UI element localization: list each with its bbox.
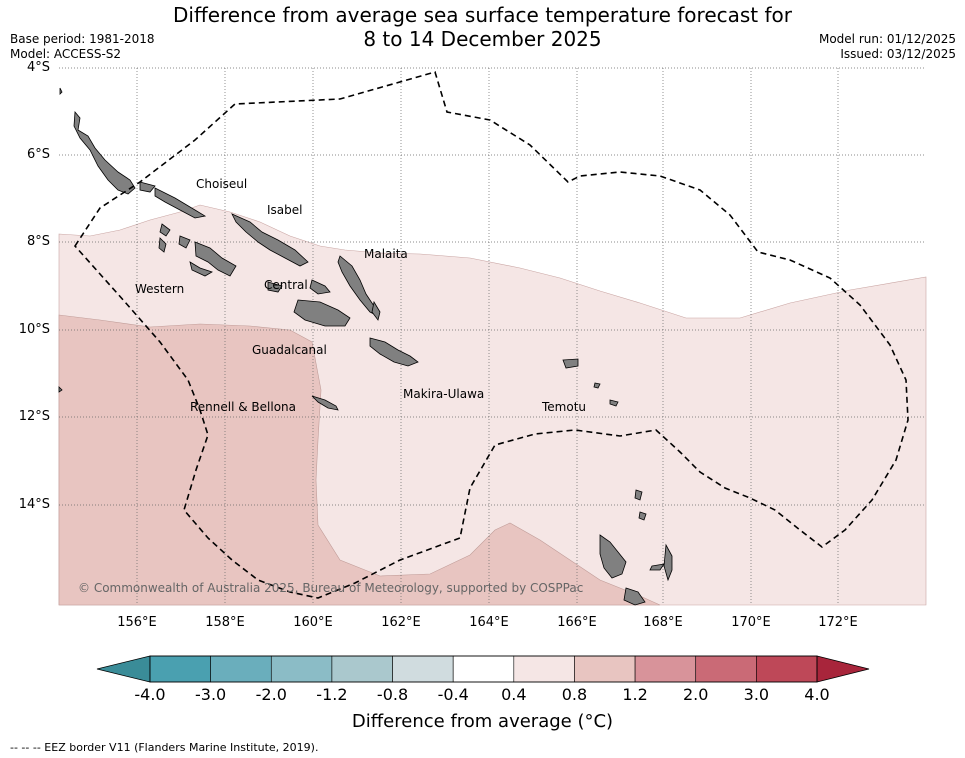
colorbar-segment [331,655,393,683]
island-newgeorgia-1 [194,241,237,277]
lon-label-158e: 158°E [205,615,245,630]
island-newgeorgia-5 [189,261,213,277]
anomaly-region-dark [58,314,661,606]
island-russell [267,281,283,293]
lat-label-14s: 14°S [18,497,50,512]
island-left-edge [58,386,63,393]
issued-date: Issued: 03/12/2025 [840,47,956,61]
province-rennell-bellona: Rennell & Bellona [190,400,297,414]
eez-border [73,71,909,599]
province-western: Western [135,282,185,296]
island-banks-1 [634,489,643,501]
colorbar-tick-label: 4.0 [804,685,830,704]
island-makira [369,337,419,367]
island-newgeorgia-2 [159,223,171,237]
eez-legend-note: -- -- -- EEZ border V11 (Flanders Marine… [10,741,319,754]
island-isabel [231,213,309,267]
province-choiseul: Choiseul [196,177,248,191]
colorbar-outline [149,655,818,683]
island-ontong [59,87,63,95]
colorbar-segment [756,655,818,683]
copyright-notice: © Commonwealth of Australia 2025, Bureau… [78,581,584,595]
province-central: Central [264,278,308,292]
colorbar-tick-label: -0.8 [376,685,409,704]
colorbar-segment [695,655,757,683]
lat-label-4s: 4°S [26,60,50,75]
colorbar-segment [452,655,515,683]
province-makira-ulawa: Makira-Ulawa [403,387,485,401]
island-florida [309,279,331,295]
colorbar-tick-label: 2.0 [682,685,709,704]
model-run: Model run: 01/12/2025 [818,32,956,46]
island-newgeorgia-4 [178,235,191,249]
colorbar-tick-label: 0.4 [501,685,527,704]
island-rennell [311,395,339,411]
colorbar-tick-label: 1.2 [622,685,648,704]
colorbar-tick-label: 3.0 [743,685,770,704]
meta-right: Model run: 01/12/2025 Issued: 03/12/2025 [819,32,956,62]
lon-label-166e: 166°E [557,615,597,630]
colorbar-segment [634,655,697,683]
lon-label-170e: 170°E [731,615,771,630]
lat-label-12s: 12°S [18,409,50,424]
colorbar-tick-label: -0.4 [437,685,469,704]
map-title: Difference from average sea surface temp… [0,3,965,51]
island-malaita-south [371,300,381,321]
province-temotu: Temotu [542,400,587,414]
island-shortland [139,181,156,193]
base-period: Base period: 1981-2018 [10,32,155,46]
colorbar-segment [513,655,575,683]
province-malaita: Malaita [364,247,408,261]
colorbar-segment [270,655,333,683]
title-line-2: 8 to 14 December 2025 [363,27,602,51]
colorbar-tick-label: -2.0 [255,685,287,704]
grid-lines [59,67,926,605]
colorbar-high-extend [816,655,870,683]
island-espiritu-santo [599,534,627,579]
province-isabel: Isabel [267,203,303,217]
island-vanikoro [609,399,619,407]
lon-label-172e: 172°E [818,615,858,630]
island-utupua [593,382,601,389]
lon-label-156e: 156°E [117,615,157,630]
colorbar [96,655,870,683]
lon-label-164e: 164°E [469,615,509,630]
lon-label-160e: 160°E [293,615,333,630]
lat-label-10s: 10°S [18,322,50,337]
lon-label-168e: 168°E [643,615,683,630]
lon-label-162e: 162°E [381,615,421,630]
colorbar-low-extend [96,655,151,683]
colorbar-tick-label: 0.8 [561,685,588,704]
colorbar-tick-label: -4.0 [134,685,166,704]
island-malekula [623,587,646,606]
lat-label-6s: 6°S [26,147,50,162]
colorbar-segment [392,655,454,683]
island-ndeni [562,358,579,369]
colorbar-segments [149,655,818,683]
model-name: Model: ACCESS-S2 [10,47,122,61]
province-guadalcanal: Guadalcanal [252,343,327,357]
colorbar-segment [149,655,211,683]
island-vella [154,187,207,219]
lat-label-8s: 8°S [26,234,50,249]
island-maewo [663,543,673,582]
colorbar-segment [210,655,272,683]
island-ambae [649,563,665,571]
colorbar-tick-label: -3.0 [195,685,227,704]
island-newgeorgia-3 [158,237,167,253]
meta-left: Base period: 1981-2018 Model: ACCESS-S2 [10,32,155,62]
colorbar-tick-label: -1.2 [316,685,348,704]
island-banks-2 [638,511,647,521]
title-line-1: Difference from average sea surface temp… [172,3,792,27]
colorbar-segment [574,655,636,683]
island-choiseul [73,110,136,195]
colorbar-title: Difference from average (°C) [351,711,614,732]
islands [58,87,673,606]
island-guadalcanal [293,299,351,327]
